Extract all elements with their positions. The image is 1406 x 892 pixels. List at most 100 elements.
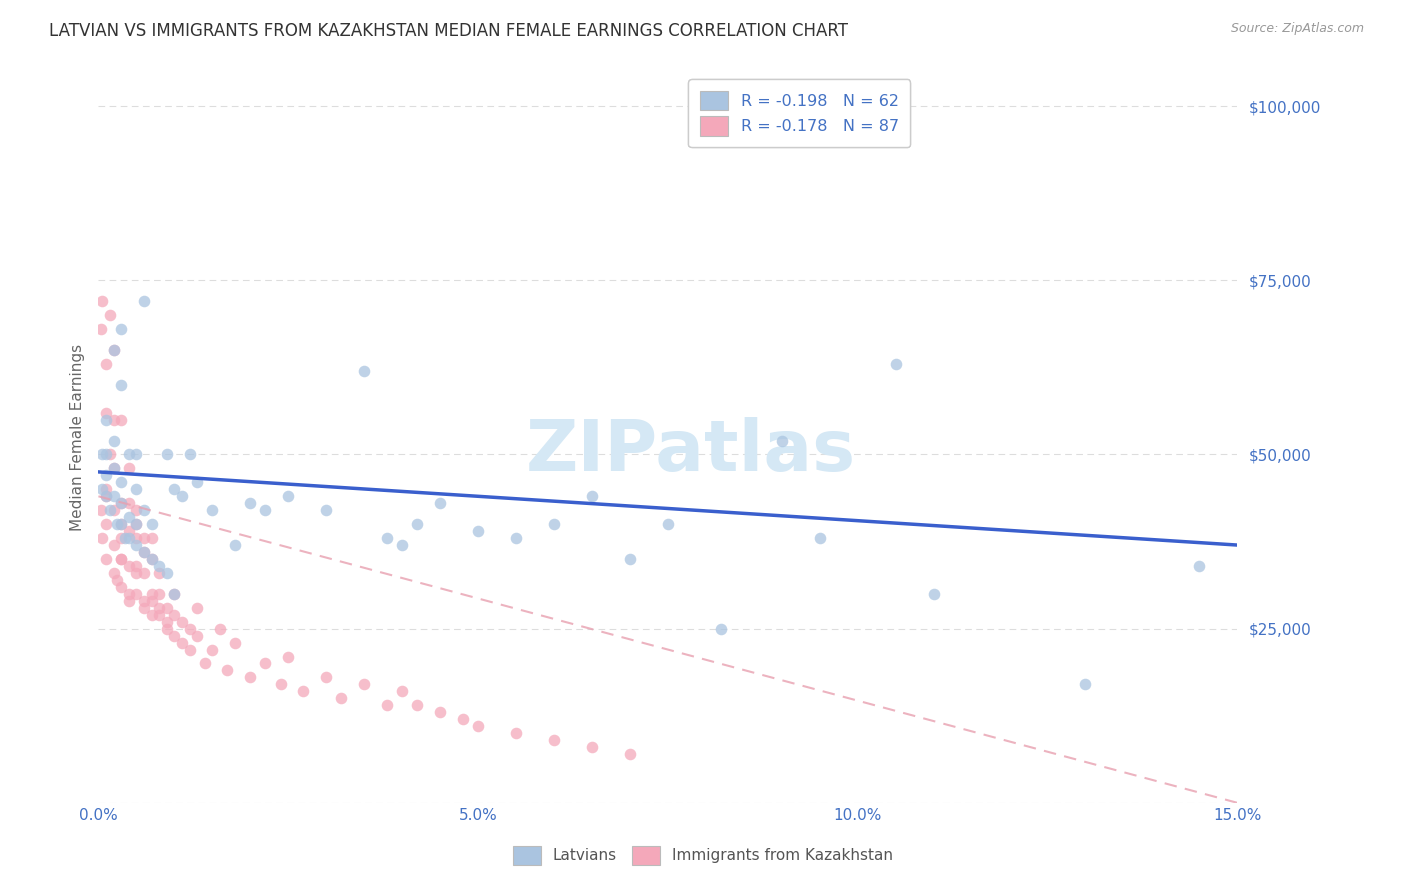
Point [103,489,125,503]
Point [315,503,337,517]
Point [148,607,170,622]
Point [98,503,121,517]
Point [922,587,945,601]
Point [125,503,148,517]
Point [94,489,117,503]
Point [141,607,163,622]
Point [125,448,148,462]
Point [94,552,117,566]
Point [770,434,793,448]
Text: ZIPatlas: ZIPatlas [526,417,856,486]
Point [94,468,117,483]
Point [118,531,141,545]
Point [186,629,208,643]
Point [103,461,125,475]
Point [94,412,117,426]
Point [125,517,148,532]
Point [330,691,353,706]
Point [110,517,132,532]
Point [103,538,125,552]
Point [148,587,170,601]
Point [118,496,141,510]
Point [118,461,141,475]
Point [375,698,398,713]
Point [94,483,117,497]
Point [132,594,155,608]
Point [163,607,186,622]
Point [179,642,201,657]
Point [110,496,132,510]
Y-axis label: Median Female Earnings: Median Female Earnings [69,343,84,531]
Point [429,705,451,719]
Point [110,377,132,392]
Point [292,684,315,698]
Point [217,664,239,678]
Point [170,635,193,649]
Point [94,406,117,420]
Point [884,357,907,371]
Point [224,538,246,552]
Point [132,566,155,580]
Point [391,538,413,552]
Point [110,322,132,336]
Point [110,552,132,566]
Point [132,545,155,559]
Point [98,448,121,462]
Point [201,642,224,657]
Point [114,531,136,545]
Point [103,343,125,357]
Point [156,566,179,580]
Point [194,657,217,671]
Point [118,510,141,524]
Point [270,677,292,691]
Point [148,558,170,573]
Point [94,357,117,371]
Point [581,740,603,755]
Point [170,615,193,629]
Legend: R = -0.198   N = 62, R = -0.178   N = 87: R = -0.198 N = 62, R = -0.178 N = 87 [689,79,911,147]
Point [103,343,125,357]
Point [467,524,489,538]
Point [451,712,474,726]
Point [467,719,489,733]
Point [201,503,224,517]
Point [107,517,129,532]
Point [148,566,170,580]
Point [429,496,451,510]
Point [110,552,132,566]
Point [141,552,163,566]
Point [110,531,132,545]
Point [125,517,148,532]
Point [132,294,155,309]
Point [156,600,179,615]
Point [110,475,132,490]
Point [353,677,375,691]
Point [103,503,125,517]
Point [132,600,155,615]
Point [91,294,114,309]
Point [1074,677,1097,691]
Point [125,538,148,552]
Point [103,566,125,580]
Point [118,594,141,608]
Point [1188,558,1211,573]
Point [156,622,179,636]
Point [406,698,429,713]
Point [619,552,641,566]
Point [208,622,231,636]
Point [505,531,527,545]
Point [90,503,112,517]
Point [110,496,132,510]
Point [505,726,527,740]
Point [239,496,262,510]
Point [125,566,148,580]
Point [163,587,186,601]
Point [808,531,831,545]
Point [315,670,337,684]
Point [125,531,148,545]
Point [141,517,163,532]
Point [141,587,163,601]
Point [239,670,262,684]
Point [94,448,117,462]
Point [163,629,186,643]
